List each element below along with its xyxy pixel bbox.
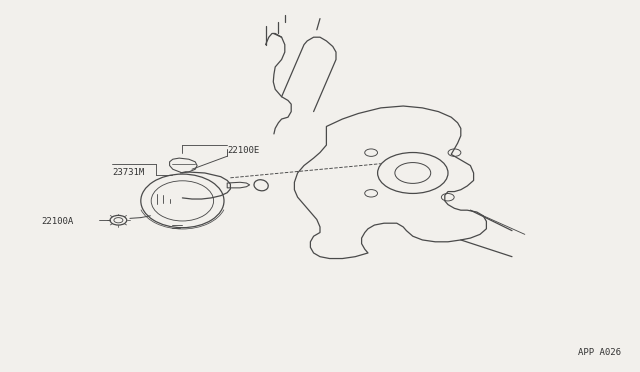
Text: 22100A: 22100A [42,217,74,226]
Text: 23731M: 23731M [112,169,144,177]
Text: 22100E: 22100E [227,146,259,155]
Text: APP A026: APP A026 [578,348,621,357]
